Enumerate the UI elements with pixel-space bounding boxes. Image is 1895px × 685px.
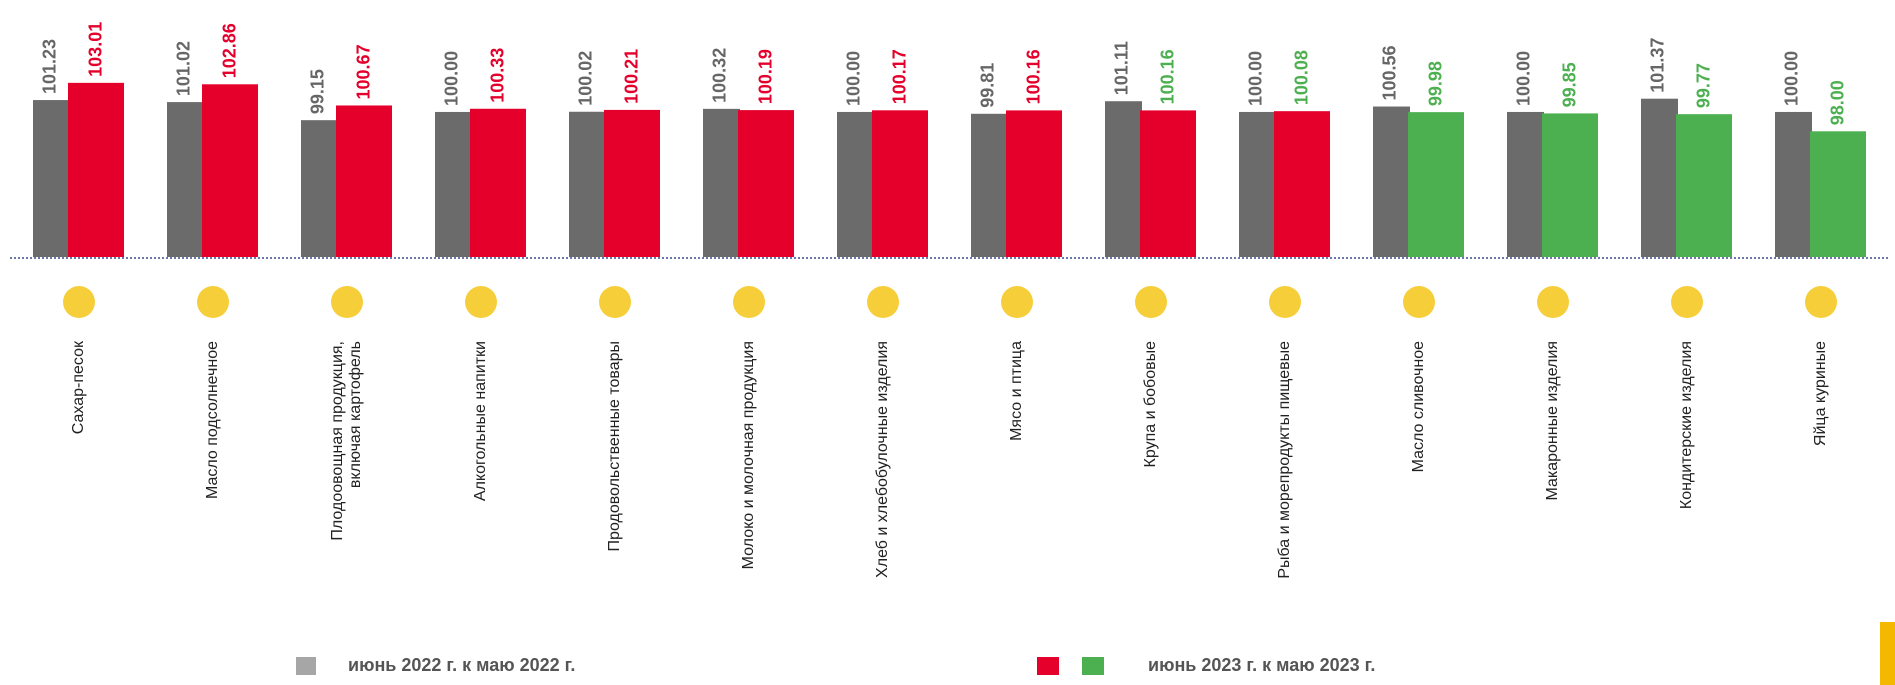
bar: [703, 108, 740, 258]
x-tick-label: Рыба и морепродукты пищевые: [1276, 341, 1293, 579]
value-label: 101.11: [1112, 41, 1132, 95]
x-tick-label: Мясо и птица: [1008, 341, 1025, 441]
value-label: 99.15: [308, 69, 328, 114]
bar: [1140, 110, 1196, 257]
x-tick-label: Крупа и бобовые: [1142, 341, 1159, 468]
x-tick-label: Молоко и молочная продукция: [740, 341, 757, 569]
category-icon: [1269, 286, 1301, 318]
value-label: 99.98: [1426, 61, 1446, 106]
x-tick-label: Продовольственные товары: [606, 341, 623, 551]
category-icon: [599, 286, 631, 318]
bar: [301, 120, 338, 258]
category-icon: [867, 286, 899, 318]
bar: [971, 113, 1008, 258]
value-label: 103.01: [86, 22, 106, 77]
legend-label: июнь 2023 г. к маю 2023 г.: [1148, 655, 1375, 675]
category-icon: [197, 286, 229, 318]
value-label: 100.00: [844, 51, 864, 106]
bar: [1105, 101, 1142, 257]
value-label: 100.02: [576, 51, 596, 106]
x-tick-label: Масло подсолнечное: [204, 341, 221, 499]
bar: [167, 102, 204, 257]
corner-tab: [1880, 622, 1895, 685]
bar: [336, 105, 392, 257]
value-label: 99.81: [978, 63, 998, 108]
bar: [1408, 112, 1464, 257]
value-label: 100.56: [1380, 45, 1400, 100]
value-label: 100.00: [442, 51, 462, 106]
category-icon: [1403, 286, 1435, 318]
legend-swatch: [296, 657, 316, 675]
category-icon: [63, 286, 95, 318]
category-icon: [733, 286, 765, 318]
value-label: 100.19: [756, 49, 776, 104]
x-tick-label: Сахар-песок: [70, 340, 87, 434]
bar: [1239, 111, 1276, 257]
legend-label: июнь 2022 г. к маю 2022 г.: [348, 655, 575, 675]
x-tick-label: Плодоовощная продукция,включая картофель: [329, 341, 364, 541]
bar: [1775, 111, 1812, 257]
value-label: 100.00: [1246, 51, 1266, 106]
bar: [202, 84, 258, 258]
category-icon: [331, 286, 363, 318]
x-tick-label: Кондитерские изделия: [1678, 341, 1695, 509]
x-tick-label: Алкогольные напитки: [472, 341, 489, 501]
value-label: 98.00: [1828, 80, 1848, 125]
value-label: 99.85: [1560, 62, 1580, 107]
legend-swatch: [1082, 657, 1104, 675]
bar: [1274, 111, 1330, 258]
bar: [68, 82, 124, 258]
bar: [1810, 131, 1866, 257]
value-label: 101.02: [174, 41, 194, 96]
value-label: 100.16: [1024, 49, 1044, 104]
bar: [872, 110, 928, 258]
value-label: 100.32: [710, 48, 730, 103]
value-label: 102.86: [220, 23, 240, 78]
category-icon: [1537, 286, 1569, 318]
legend-swatch: [1037, 657, 1059, 675]
value-label: 100.08: [1292, 50, 1312, 105]
value-label: 100.00: [1782, 51, 1802, 106]
x-tick-label: Макаронные изделия: [1544, 341, 1561, 501]
value-label: 99.77: [1694, 63, 1714, 108]
value-label: 100.17: [890, 49, 910, 104]
category-icon: [1805, 286, 1837, 318]
x-tick-label: Хлеб и хлебобулочные изделия: [874, 341, 891, 578]
bar: [1542, 113, 1598, 257]
category-icon: [1671, 286, 1703, 318]
value-label: 100.33: [488, 48, 508, 103]
bar: [569, 111, 606, 258]
bar: [1006, 110, 1062, 257]
x-tick-label: Яйца куриные: [1812, 341, 1829, 446]
category-icon: [1001, 286, 1033, 318]
value-label: 101.37: [1648, 38, 1668, 93]
bar: [1676, 114, 1732, 257]
value-label: 100.00: [1514, 51, 1534, 106]
bar: [1507, 111, 1544, 257]
value-label: 100.67: [354, 44, 374, 99]
x-tick-label: Масло сливочное: [1410, 341, 1427, 472]
bar: [738, 110, 794, 257]
bar: [604, 109, 660, 257]
bar: [33, 100, 70, 257]
bar: [1641, 98, 1678, 257]
value-label: 100.16: [1158, 49, 1178, 104]
bar: [435, 111, 472, 257]
value-label: 101.23: [40, 39, 60, 94]
bar: [1373, 106, 1410, 258]
bar: [470, 108, 526, 257]
bar: [837, 111, 874, 257]
category-icon: [465, 286, 497, 318]
value-label: 100.21: [622, 49, 642, 104]
category-icon: [1135, 286, 1167, 318]
